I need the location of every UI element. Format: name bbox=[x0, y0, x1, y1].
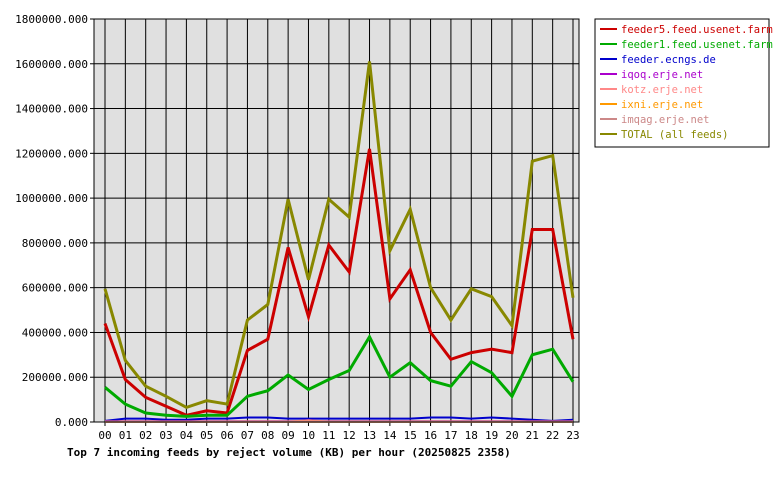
series-line-1 bbox=[104, 333, 575, 418]
y-tick-label: 200000.000 bbox=[22, 371, 88, 384]
series-line-7 bbox=[103, 61, 575, 410]
x-tick-label: 09 bbox=[282, 429, 295, 442]
y-tick-label: 1800000.000 bbox=[15, 13, 88, 26]
y-tick-label: 1000000.000 bbox=[15, 192, 88, 205]
plot-border bbox=[93, 18, 580, 423]
x-tick-label: 01 bbox=[119, 429, 132, 442]
x-tick-label: 17 bbox=[444, 429, 457, 442]
legend-label: feeder1.feed.usenet.farm bbox=[621, 39, 773, 51]
y-tick-label: 0.000 bbox=[55, 416, 88, 429]
x-tick-label: 19 bbox=[485, 429, 498, 442]
x-tick-label: 14 bbox=[383, 429, 397, 442]
x-tick-label: 16 bbox=[424, 429, 437, 442]
y-tick-label: 1600000.000 bbox=[15, 58, 88, 71]
x-tick-label: 03 bbox=[159, 429, 172, 442]
x-tick-label: 15 bbox=[404, 429, 417, 442]
legend-label: imqag.erje.net bbox=[621, 114, 710, 126]
x-tick-label: 00 bbox=[98, 429, 111, 442]
x-tick-label: 06 bbox=[220, 429, 233, 442]
x-tick-label: 22 bbox=[546, 429, 559, 442]
x-tick-label: 05 bbox=[200, 429, 213, 442]
y-tick-label: 800000.000 bbox=[22, 237, 88, 250]
plot-area bbox=[94, 19, 579, 422]
x-tick-label: 08 bbox=[261, 429, 274, 442]
x-tick-label: 11 bbox=[322, 429, 335, 442]
x-tick-label: 23 bbox=[566, 429, 579, 442]
legend-box bbox=[594, 18, 770, 148]
chart-title: Top 7 incoming feeds by reject volume (K… bbox=[67, 446, 511, 459]
legend-label: feeder.ecngs.de bbox=[621, 54, 716, 66]
x-tick-label: 21 bbox=[526, 429, 539, 442]
x-tick-label: 13 bbox=[363, 429, 376, 442]
legend-label: feeder5.feed.usenet.farm bbox=[621, 24, 773, 36]
x-tick-label: 10 bbox=[302, 429, 315, 442]
x-tick-label: 20 bbox=[505, 429, 518, 442]
legend-label: kotz.erje.net bbox=[621, 84, 703, 96]
x-axis: 00 01 02 03 04 05 06 07 08 09 10 11 12 13 14 15 16 17 18 19… bbox=[98, 422, 580, 442]
grid-lines bbox=[94, 18, 579, 423]
x-tick-label: 07 bbox=[241, 429, 254, 442]
legend-label: iqoq.erje.net bbox=[621, 69, 703, 81]
series-line-0 bbox=[103, 148, 575, 417]
x-tick-label: 04 bbox=[180, 429, 194, 442]
y-axis: 0.000 200000.000 400000.000 600000.000 80000… bbox=[15, 13, 94, 429]
legend-label: ixni.erje.net bbox=[621, 99, 703, 111]
y-tick-label: 400000.000 bbox=[22, 326, 88, 339]
x-tick-label: 18 bbox=[465, 429, 478, 442]
legend: feeder5.feed.usenet.farm feeder1.feed.use… bbox=[594, 18, 773, 148]
y-tick-label: 600000.000 bbox=[22, 282, 88, 295]
x-tick-label: 12 bbox=[343, 429, 356, 442]
y-tick-label: 1400000.000 bbox=[15, 103, 88, 116]
series-line-2 bbox=[104, 416, 574, 422]
y-tick-label: 1200000.000 bbox=[15, 147, 88, 160]
x-tick-label: 02 bbox=[139, 429, 152, 442]
legend-label: TOTAL (all feeds) bbox=[621, 129, 728, 141]
